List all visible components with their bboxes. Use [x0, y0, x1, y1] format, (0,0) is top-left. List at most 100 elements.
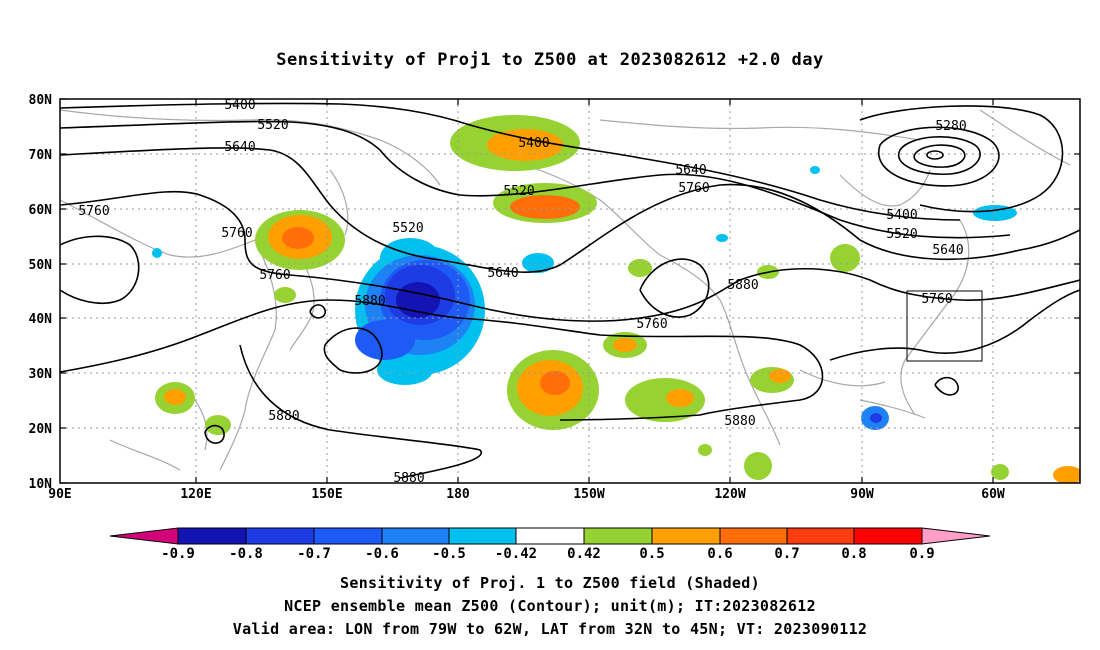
colorbar-swatch — [853, 527, 923, 545]
contour-label: 5520 — [503, 184, 534, 199]
colorbar-swatch — [448, 527, 517, 545]
lat-label: 70N — [29, 148, 53, 163]
lon-label: 120W — [714, 487, 745, 502]
lon-label: 60W — [981, 487, 1005, 502]
positive-blob — [698, 444, 712, 456]
colorbar-swatch — [719, 527, 788, 545]
colorbar-label: 0.8 — [841, 546, 866, 562]
valid-area-box — [906, 290, 983, 362]
lat-label: 30N — [29, 367, 53, 382]
lon-label: 180 — [446, 487, 470, 502]
colorbar-swatch-max — [921, 527, 991, 545]
contour-5760-low — [639, 258, 710, 318]
contour-5640 — [60, 147, 1080, 273]
contour-5880-east — [829, 289, 1080, 361]
contour-label: 5520 — [886, 227, 917, 242]
positive-blob — [613, 338, 637, 352]
positive-blob — [628, 259, 652, 277]
contour-label: 5640 — [675, 163, 706, 178]
coastline-na-north — [599, 119, 921, 141]
lat-label: 40N — [29, 312, 53, 327]
negative-blob — [152, 248, 162, 258]
contour-small-loop — [309, 304, 326, 319]
contour-5760 — [60, 190, 1080, 322]
latitude-labels: 80N 70N 60N 50N 40N 30N 20N 10N — [29, 93, 53, 492]
contour-5880 — [60, 299, 824, 421]
positive-blob — [666, 389, 694, 407]
contour-atlantic-loop — [934, 376, 959, 396]
caption-shading: Sensitivity of Proj. 1 to Z500 field (Sh… — [340, 574, 760, 592]
colorbar-swatch — [786, 527, 855, 545]
contour-label: 5640 — [932, 243, 963, 258]
contour-5280-ring2 — [897, 136, 981, 175]
negative-blob — [396, 282, 440, 318]
colorbar-label: -0.6 — [365, 546, 399, 562]
positive-blob — [1053, 466, 1080, 483]
contour-label: 5760 — [221, 226, 252, 241]
contour-label: 5640 — [487, 266, 518, 281]
lon-label: 90E — [48, 487, 71, 502]
lat-label: 10N — [29, 477, 53, 492]
contour-label: 5880 — [268, 409, 299, 424]
colorbar — [109, 527, 991, 545]
longitude-labels: 90E 120E 150E 180 150W 120W 90W 60W — [48, 487, 1005, 502]
caption-contour: NCEP ensemble mean Z500 (Contour); unit(… — [284, 597, 816, 615]
coastline-kamchatka — [329, 169, 349, 236]
coastline-gulf — [799, 369, 886, 387]
colorbar-swatch — [245, 527, 315, 545]
contour-ridge-ne — [859, 105, 1064, 213]
contour-label: 5880 — [354, 294, 385, 309]
contour-labels: 5400 5520 5640 5760 5760 5760 5400 5520 … — [78, 98, 966, 486]
positive-blob — [830, 244, 860, 272]
tick-marks — [60, 98, 1080, 484]
contour-low-west — [60, 235, 140, 304]
coastline-cuba — [859, 399, 926, 419]
coastline-borneo — [109, 439, 181, 471]
lat-label: 80N — [29, 93, 53, 108]
contour-5400 — [60, 102, 961, 221]
contour-5280-ring1 — [877, 126, 1000, 187]
positive-blob — [164, 389, 186, 405]
contour-label: 5760 — [259, 268, 290, 283]
contour-label: 5400 — [224, 98, 255, 113]
positive-blob — [625, 378, 705, 422]
coastline-greenland — [979, 109, 1071, 166]
colorbar-label: 0.5 — [639, 546, 664, 562]
colorbar-swatch — [651, 527, 721, 545]
contour-label: 5880 — [724, 414, 755, 429]
colorbar-swatch — [177, 527, 247, 545]
colorbar-label: -0.7 — [297, 546, 331, 562]
contour-label: 5640 — [224, 140, 255, 155]
colorbar-label: -0.42 — [495, 546, 537, 562]
coastlines — [60, 109, 1071, 471]
colorbar-swatch — [381, 527, 450, 545]
contour-label: 5880 — [727, 278, 758, 293]
contour-label: 5520 — [257, 118, 288, 133]
lon-label: 150W — [573, 487, 604, 502]
contour-5880-south — [239, 344, 483, 479]
positive-blob — [487, 129, 563, 161]
lat-label: 50N — [29, 258, 53, 273]
colorbar-labels: -0.9 -0.8 -0.7 -0.6 -0.5 -0.42 0.42 0.5 … — [161, 546, 935, 562]
positive-blob — [274, 287, 296, 303]
positive-blob — [205, 415, 231, 435]
positive-blob — [510, 195, 580, 219]
contour-5520 — [60, 120, 1011, 239]
positive-blob — [540, 371, 570, 395]
map-frame — [59, 98, 1081, 484]
coastline-na-east — [900, 219, 970, 416]
colorbar-label: 0.42 — [567, 546, 601, 562]
contour-label: 5280 — [935, 119, 966, 134]
colorbar-label: 0.7 — [774, 546, 799, 562]
positive-blob — [991, 464, 1009, 480]
colorbar-label: -0.5 — [432, 546, 466, 562]
negative-blob — [522, 253, 554, 273]
contour-label: 5520 — [392, 221, 423, 236]
contour-label: 5760 — [78, 204, 109, 219]
colorbar-label: 0.9 — [909, 546, 934, 562]
colorbar-label: -0.9 — [161, 546, 195, 562]
contour-label: 5400 — [518, 136, 549, 151]
coastline-na-west — [719, 299, 781, 446]
colorbar-swatch — [515, 527, 585, 545]
